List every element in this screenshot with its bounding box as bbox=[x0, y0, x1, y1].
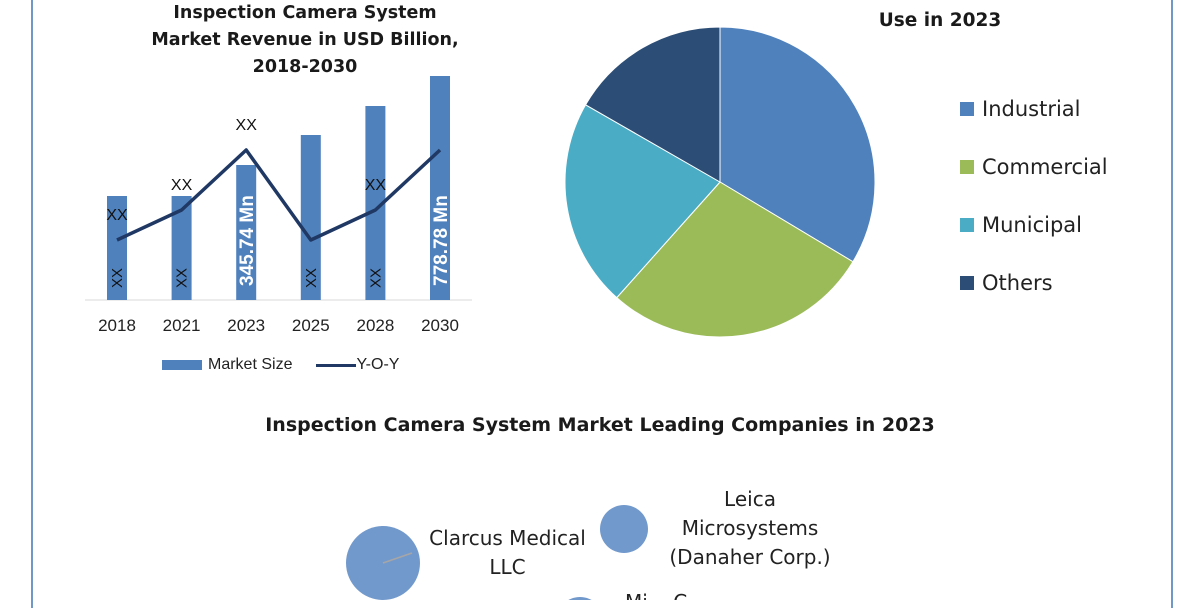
bar-chart-title-line-2: Market Revenue in USD Billion, bbox=[151, 30, 459, 50]
legend-label: Others bbox=[982, 271, 1053, 295]
bar-chart-title-line-3: 2018-2030 bbox=[252, 57, 358, 77]
bar-data-label: XX bbox=[174, 268, 191, 288]
company-label-leica: Leica Microsystems (Danaher Corp.) bbox=[660, 485, 840, 572]
bar-chart-title: Inspection Camera System Market Revenue … bbox=[120, 0, 490, 81]
company-label-cutoff: Mi... C... bbox=[625, 590, 815, 600]
label-line: Leica bbox=[724, 487, 776, 511]
market-size-swatch bbox=[162, 360, 202, 370]
industrial-swatch bbox=[960, 102, 974, 116]
bar-chart-title-line-1: Inspection Camera System bbox=[173, 3, 437, 23]
x-tick-label: 2025 bbox=[292, 316, 330, 335]
pie-slice-others bbox=[584, 26, 721, 183]
yoy-line bbox=[116, 148, 442, 242]
legend-market-size: Market Size bbox=[208, 356, 293, 373]
bar-2028 bbox=[365, 106, 386, 300]
bar-2021 bbox=[171, 196, 192, 300]
pie-slice-industrial bbox=[719, 26, 876, 263]
legend-item-others: Others bbox=[960, 254, 1108, 312]
legend-label: Industrial bbox=[982, 97, 1081, 121]
companies-bubble-chart bbox=[346, 505, 648, 600]
yoy-swatch bbox=[316, 363, 357, 367]
companies-title: Inspection Camera System Market Leading … bbox=[265, 414, 935, 436]
label-line: Mi... C... bbox=[625, 590, 815, 600]
legend-item-industrial: Industrial bbox=[960, 80, 1108, 138]
bar-value-label: 778.78 Mn bbox=[431, 195, 452, 286]
municipal-swatch bbox=[960, 218, 974, 232]
bar-data-label: XX bbox=[109, 268, 126, 288]
legend-item-commercial: Commercial bbox=[960, 138, 1108, 196]
bar-line-chart: 2018 XX 2021 XX 2023 345.74 Mn 2025 XX 2028 XX 203… bbox=[85, 76, 472, 335]
bar-2023 bbox=[236, 165, 257, 300]
commercial-swatch bbox=[960, 160, 974, 174]
company-bubble-2 bbox=[568, 597, 592, 600]
bar-value-label: 345.74 Mn bbox=[237, 195, 258, 286]
legend-label: Municipal bbox=[982, 213, 1082, 237]
yoy-data-label: XX bbox=[365, 177, 387, 194]
bar-chart-legend: Market Size Y-O-Y bbox=[162, 356, 399, 374]
bar-2018 bbox=[107, 196, 127, 300]
legend-yoy: Y-O-Y bbox=[356, 356, 400, 373]
yoy-data-label: XX bbox=[106, 207, 128, 224]
label-line: (Danaher Corp.) bbox=[669, 545, 831, 569]
bar-data-label: XX bbox=[303, 268, 320, 288]
company-label-clarcus: Clarcus Medical LLC bbox=[420, 524, 595, 582]
label-line: Microsystems bbox=[681, 516, 819, 540]
pie-title-visible-line: Use in 2023 bbox=[878, 10, 1002, 31]
company-bubble-1 bbox=[600, 505, 648, 553]
pie-slice-commercial bbox=[616, 181, 854, 338]
bar-2030 bbox=[430, 76, 450, 300]
bar-2025 bbox=[300, 135, 321, 300]
yoy-data-label: XX bbox=[236, 117, 258, 134]
bar-data-label: XX bbox=[367, 268, 384, 288]
pie-slice-municipal bbox=[564, 104, 721, 299]
pie-legend: Industrial Commercial Municipal Others bbox=[960, 80, 1108, 312]
x-tick-label: 2018 bbox=[98, 316, 136, 335]
outer-frame bbox=[31, 0, 1173, 608]
leader-line bbox=[382, 552, 413, 564]
label-line: Clarcus Medical bbox=[429, 526, 586, 550]
x-tick-label: 2021 bbox=[163, 316, 201, 335]
pie-chart bbox=[564, 26, 876, 338]
x-tick-label: 2023 bbox=[227, 316, 265, 335]
x-tick-label: 2030 bbox=[421, 316, 459, 335]
legend-item-municipal: Municipal bbox=[960, 196, 1108, 254]
others-swatch bbox=[960, 276, 974, 290]
label-line: LLC bbox=[489, 555, 526, 579]
x-tick-label: 2028 bbox=[356, 316, 394, 335]
pie-chart-title: Use in 2023 bbox=[690, 6, 1190, 36]
yoy-data-label: XX bbox=[171, 177, 193, 194]
legend-label: Commercial bbox=[982, 155, 1108, 179]
